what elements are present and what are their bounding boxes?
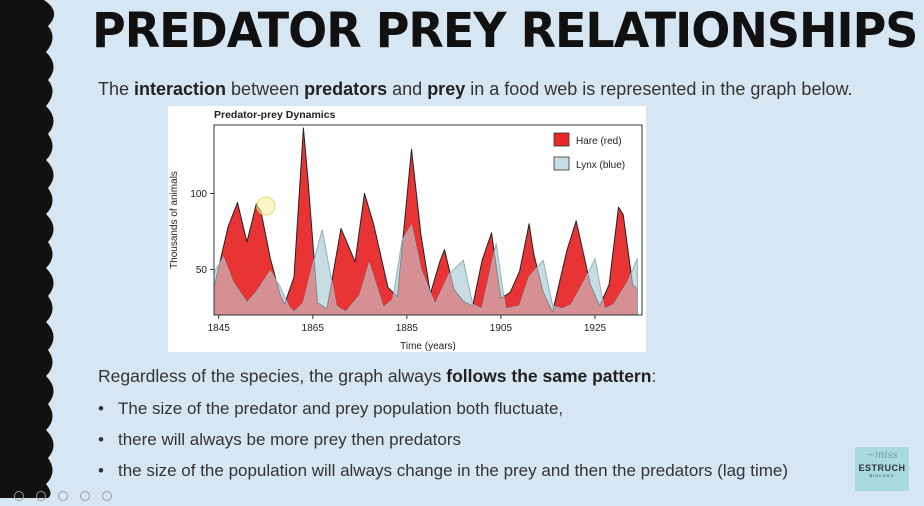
- left-decorative-border: [0, 0, 55, 498]
- pointer-highlight: [256, 196, 276, 216]
- bullet-text: the size of the population will always c…: [118, 461, 789, 480]
- x-tick-label: 1865: [302, 323, 325, 334]
- intro-text: in a food web is represented in the grap…: [465, 79, 853, 99]
- zoom-icon[interactable]: [80, 491, 90, 501]
- pen-tool-icon[interactable]: [58, 491, 68, 501]
- bullet-list: • The size of the predator and prey popul…: [98, 396, 788, 489]
- x-tick-label: 1885: [396, 323, 419, 334]
- chart-card: Predator-prey Dynamics 1845 1865 1885 1905 1…: [168, 106, 646, 352]
- bullet-text: there will always be more prey then pred…: [118, 430, 461, 449]
- intro-text: between: [226, 79, 305, 99]
- pattern-lead-text: Regardless of the species, the graph alw…: [98, 366, 447, 386]
- y-axis-label: Thousands of animals: [169, 171, 180, 269]
- chart-title: Predator-prey Dynamics: [214, 109, 336, 121]
- intro-bold-prey: prey: [427, 79, 466, 99]
- next-slide-icon[interactable]: [36, 491, 46, 501]
- bullet-icon: •: [98, 430, 104, 449]
- intro-text: and: [387, 79, 428, 99]
- legend-lynx-swatch: [553, 156, 570, 171]
- legend-hare-swatch: [553, 132, 570, 147]
- intro-bold-predators: predators: [304, 79, 388, 99]
- prev-slide-icon[interactable]: [14, 491, 24, 501]
- y-tick-label: 50: [196, 265, 208, 276]
- scalloped-edge: [0, 0, 55, 498]
- x-tick-label: 1845: [208, 323, 231, 334]
- logo-brand: ESTRUCH: [858, 463, 906, 473]
- intro-bold-interaction: interaction: [134, 79, 227, 99]
- plot-frame: [213, 124, 643, 316]
- legend-lynx-label: Lynx (blue): [576, 160, 625, 171]
- pattern-bold-text: follows the same pattern: [446, 366, 652, 386]
- intro-text: The: [98, 79, 135, 99]
- x-axis-label: Time (years): [400, 341, 456, 352]
- legend-hare-label: Hare (red): [576, 136, 622, 147]
- pattern-sentence: Regardless of the species, the graph alw…: [98, 366, 656, 387]
- logo-signature: ~miss: [866, 450, 898, 461]
- presentation-controls: [14, 488, 124, 501]
- list-item: • The size of the predator and prey popul…: [98, 396, 788, 427]
- intro-paragraph: The interaction between predators and pr…: [98, 76, 858, 102]
- list-item: • there will always be more prey then pre…: [98, 427, 788, 458]
- bullet-icon: •: [98, 461, 104, 480]
- chart-legend: Hare (red) Lynx (blue): [553, 132, 625, 171]
- more-options-icon[interactable]: [102, 491, 112, 501]
- bullet-icon: •: [98, 399, 104, 418]
- pattern-tail-text: :: [651, 366, 657, 386]
- predator-prey-chart: Predator-prey Dynamics 1845 1865 1885 1905 1…: [169, 109, 643, 352]
- bullet-text: The size of the predator and prey popula…: [118, 399, 564, 418]
- brand-logo: ~miss ESTRUCH BIOLOGY: [855, 447, 909, 491]
- logo-subtitle: BIOLOGY: [869, 473, 895, 478]
- x-tick-label: 1925: [584, 323, 607, 334]
- slide-title: PREDATOR PREY RELATIONSHIPS: [92, 2, 918, 59]
- x-tick-label: 1905: [490, 323, 513, 334]
- y-tick-label: 100: [190, 189, 207, 200]
- lynx-series-overlay: [213, 223, 638, 316]
- list-item: • the size of the population will always …: [98, 458, 788, 489]
